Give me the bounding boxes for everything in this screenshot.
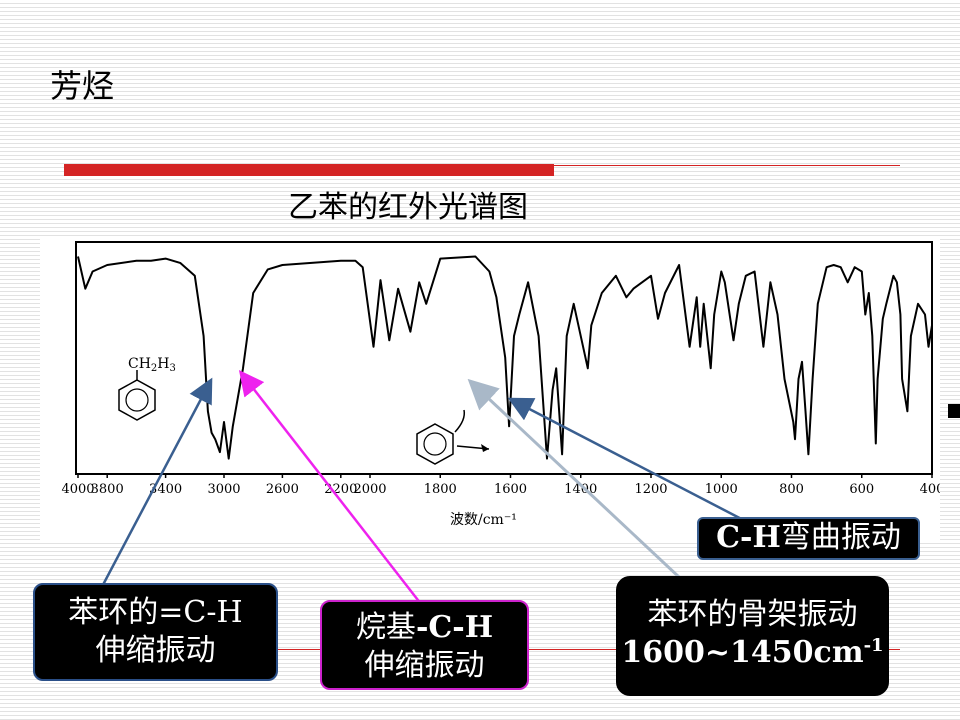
spectrum-series-line <box>77 255 933 460</box>
slide-title: 芳烃 <box>50 67 115 105</box>
x-tick-label: 600 <box>849 482 874 497</box>
x-tick-label: 1800 <box>424 482 457 497</box>
benzene-ring-2 <box>416 423 454 465</box>
arrow-aromatic-ch <box>93 377 213 601</box>
label-ring-skeletal-vibration: 苯环的骨架振动 1600~1450cm-1 <box>616 576 889 696</box>
x-tick-label: 2600 <box>266 482 299 497</box>
benzene-ring-1 <box>118 379 156 421</box>
x-tick-label: 3800 <box>91 482 124 497</box>
label-aromatic-ch-line1: 苯环的=C-H <box>68 595 243 630</box>
benzene-ring-2-circle <box>423 432 447 456</box>
benzene-ring-1-circle <box>125 388 149 412</box>
label-alkyl-ch-stretch: 烷基-C-H 伸缩振动 <box>320 600 529 690</box>
plot-frame <box>75 241 933 475</box>
label-skeletal-line1: 苯环的骨架振动 <box>647 597 858 632</box>
x-tick-label: 800 <box>779 482 804 497</box>
label-skeletal-line2: 1600~1450cm-1 <box>621 635 884 670</box>
label-aromatic-ch-line2: 伸缩振动 <box>95 633 216 668</box>
benzene-pointer-arrowhead <box>481 444 489 452</box>
x-tick-label: 2000 <box>353 482 386 497</box>
title-underline-thin <box>554 165 900 166</box>
arrow-alkyl-ch <box>238 370 422 605</box>
title-underline-bar <box>64 164 554 176</box>
arrow-bend <box>507 397 756 528</box>
arrow-skeletal <box>467 378 682 580</box>
x-tick-label: 3000 <box>207 482 240 497</box>
ethylbenzene-structure: CH2H3 <box>118 356 176 421</box>
x-tick-label: 1600 <box>494 482 527 497</box>
x-tick-label: 400 <box>920 482 940 497</box>
edge-marker <box>948 404 960 418</box>
label-ch-bending: C-H弯曲振动 <box>697 517 920 560</box>
x-tick-label: 1200 <box>634 482 667 497</box>
x-axis-label: 波数/cm⁻¹ <box>450 512 517 528</box>
x-tick-label: 3400 <box>149 482 182 497</box>
label-aromatic-ch-stretch: 苯环的=C-H 伸缩振动 <box>33 583 278 681</box>
x-tick-label: 4000 <box>61 482 94 497</box>
ethyl-group-label: CH2H3 <box>128 356 176 374</box>
benzene-marker <box>416 409 490 465</box>
label-alkyl-ch-line1: 烷基-C-H <box>355 610 494 645</box>
x-tick-label: 2200 <box>324 482 357 497</box>
label-alkyl-ch-line2: 伸缩振动 <box>364 648 485 683</box>
benzene-pointer-upper <box>454 409 466 433</box>
x-tick-label: 1000 <box>705 482 738 497</box>
x-axis-ticks <box>77 474 933 478</box>
chart-title: 乙苯的红外光谱图 <box>288 190 528 225</box>
